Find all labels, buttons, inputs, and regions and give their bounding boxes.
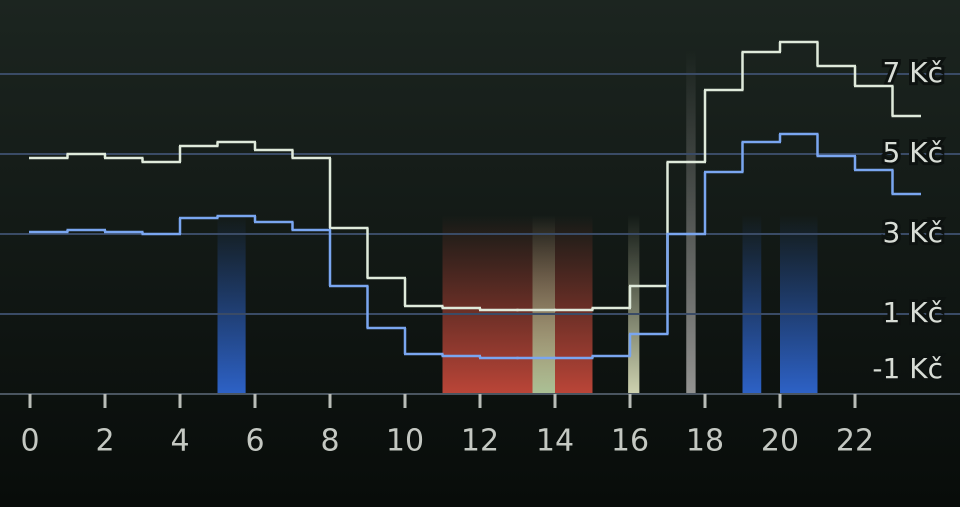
x-tick-label: 8 bbox=[320, 424, 339, 459]
y-tick-label: 1 Kč bbox=[883, 296, 943, 329]
highlight-band bbox=[442, 215, 593, 394]
x-tick-label: 20 bbox=[761, 424, 799, 459]
y-tick-label: 7 Kč bbox=[883, 56, 943, 89]
x-tick-label: 2 bbox=[95, 424, 114, 459]
x-tick-label: 16 bbox=[611, 424, 649, 459]
x-tick-label: 4 bbox=[170, 424, 189, 459]
highlight-band bbox=[217, 215, 246, 394]
x-tick-label: 18 bbox=[686, 424, 724, 459]
y-tick-label: -1 Kč bbox=[872, 352, 943, 385]
x-tick-label: 12 bbox=[461, 424, 499, 459]
highlight-band bbox=[780, 215, 818, 394]
highlight-band bbox=[686, 50, 696, 394]
highlight-band bbox=[742, 215, 762, 394]
highlight-band bbox=[628, 215, 640, 394]
y-tick-label: 5 Kč bbox=[883, 136, 943, 169]
x-tick-label: 10 bbox=[386, 424, 424, 459]
highlight-band bbox=[532, 215, 555, 394]
y-tick-label: 3 Kč bbox=[883, 216, 943, 249]
x-tick-label: 14 bbox=[536, 424, 574, 459]
x-tick-label: 6 bbox=[245, 424, 264, 459]
x-tick-label: 0 bbox=[20, 424, 39, 459]
x-tick-label: 22 bbox=[836, 424, 874, 459]
